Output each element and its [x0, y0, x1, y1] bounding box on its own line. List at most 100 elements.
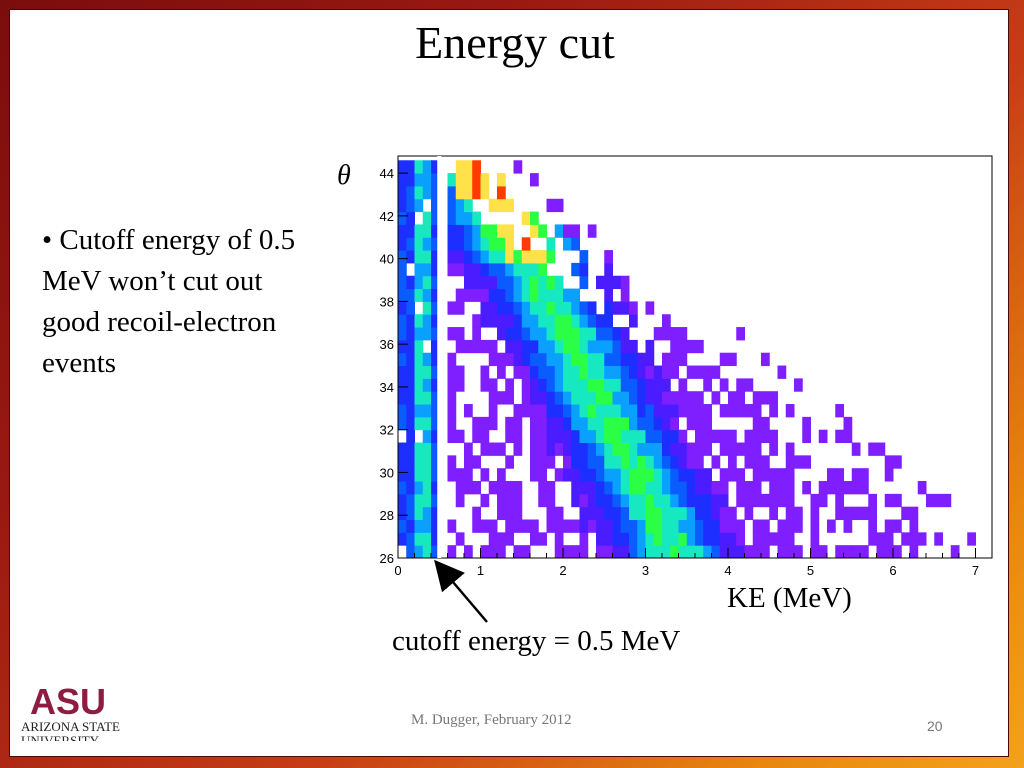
heatmap-cell [538, 327, 547, 341]
heatmap-cell [802, 416, 811, 431]
heatmap-cell [447, 327, 457, 341]
x-tick-label: 1 [477, 563, 484, 578]
heatmap-cell [695, 391, 704, 405]
heatmap-cell [579, 314, 589, 328]
heatmap-cell [596, 275, 605, 290]
heatmap-cell [761, 352, 770, 367]
heatmap-cell [604, 493, 613, 508]
heatmap-cell [571, 339, 580, 354]
heatmap-cell [686, 391, 696, 405]
heatmap-cell [579, 416, 589, 431]
heatmap-cell [802, 429, 811, 444]
heatmap-cell [604, 250, 613, 264]
heatmap-cell [678, 391, 688, 405]
heatmap-cell [587, 365, 597, 379]
heatmap-cell [472, 429, 481, 444]
heatmap-cell [662, 468, 671, 482]
heatmap-cell [843, 429, 853, 444]
heatmap-cell [703, 532, 712, 546]
heatmap-cell [538, 365, 547, 379]
heatmap-cell [431, 532, 440, 546]
heatmap-cell [422, 481, 432, 495]
heatmap-cell [653, 429, 663, 444]
heatmap-cell [505, 262, 514, 277]
heatmap-cell [431, 455, 440, 469]
heatmap-cell [769, 468, 778, 482]
heatmap-cell [686, 416, 696, 431]
heatmap-cell [472, 262, 481, 277]
heatmap-cell [398, 262, 407, 277]
heatmap-cell [785, 468, 795, 482]
heatmap-cell [769, 404, 778, 418]
heatmap-cell [604, 314, 613, 328]
heatmap-cell [546, 339, 556, 354]
heatmap-cell [703, 481, 712, 495]
heatmap-cell [480, 262, 490, 277]
heatmap-cell [414, 468, 424, 482]
heatmap-cell [431, 378, 440, 392]
heatmap-cell [422, 416, 432, 431]
heatmap-cell [447, 545, 457, 559]
heatmap-cell [398, 391, 407, 405]
heatmap-cell [480, 468, 490, 482]
heatmap-cell [414, 237, 424, 251]
heatmap-cell [480, 173, 490, 187]
heatmap-cell [538, 352, 547, 367]
heatmap-cell [835, 481, 844, 495]
heatmap-cell [604, 468, 613, 482]
heatmap-cell [406, 545, 415, 559]
heatmap-cell [579, 468, 589, 482]
heatmap-cell [505, 416, 514, 431]
heatmap-cell [884, 545, 894, 559]
heatmap-cell [571, 429, 580, 444]
heatmap-cell [645, 339, 655, 354]
heatmap-cell [447, 519, 457, 533]
heatmap-cell [579, 365, 589, 379]
heatmap-cell [414, 378, 424, 392]
heatmap-cell [464, 442, 473, 456]
heatmap-cell [431, 275, 440, 290]
heatmap-cell [612, 352, 622, 367]
heatmap-cell [851, 506, 861, 521]
heatmap-cell [497, 545, 506, 559]
heatmap-cell [538, 391, 547, 405]
heatmap-cell [695, 416, 704, 431]
heatmap-cell [604, 378, 613, 392]
heatmap-cell [596, 314, 605, 328]
heatmap-cell [587, 224, 597, 238]
heatmap-cell [711, 429, 721, 444]
heatmap-cell [563, 365, 572, 379]
heatmap-cell [406, 442, 415, 456]
heatmap-cell [505, 327, 514, 341]
heatmap-cell [769, 493, 778, 508]
heatmap-cell [645, 455, 655, 469]
logo-line1: ARIZONA STATE [21, 719, 120, 734]
heatmap-cell [513, 506, 523, 521]
heatmap-cell [464, 211, 473, 225]
heatmap-cell [653, 391, 663, 405]
heatmap-cell [695, 506, 704, 521]
heatmap-cell [414, 339, 424, 354]
heatmap-cell [398, 198, 407, 213]
heatmap-cell [587, 391, 597, 405]
heatmap-cell [398, 288, 407, 302]
heatmap-cell [455, 532, 465, 546]
heatmap-cell [843, 506, 853, 521]
heatmap-cell [530, 429, 539, 444]
heatmap-cell [488, 237, 498, 251]
heatmap-cell [464, 262, 473, 277]
heatmap-cell [431, 365, 440, 379]
heatmap-cell [554, 198, 564, 213]
heatmap-cell [447, 301, 457, 315]
heatmap-cell [530, 250, 539, 264]
heatmap-cell [860, 468, 869, 482]
page-number: 20 [927, 718, 943, 734]
heatmap-cell [455, 237, 465, 251]
heatmap-cell [398, 532, 407, 546]
heatmap-cell [785, 545, 795, 559]
asu-logo: ASU ARIZONA STATE UNIVERSITY [18, 679, 148, 748]
heatmap-cell [398, 185, 407, 200]
heatmap-cell [612, 493, 622, 508]
heatmap-cell [398, 416, 407, 431]
